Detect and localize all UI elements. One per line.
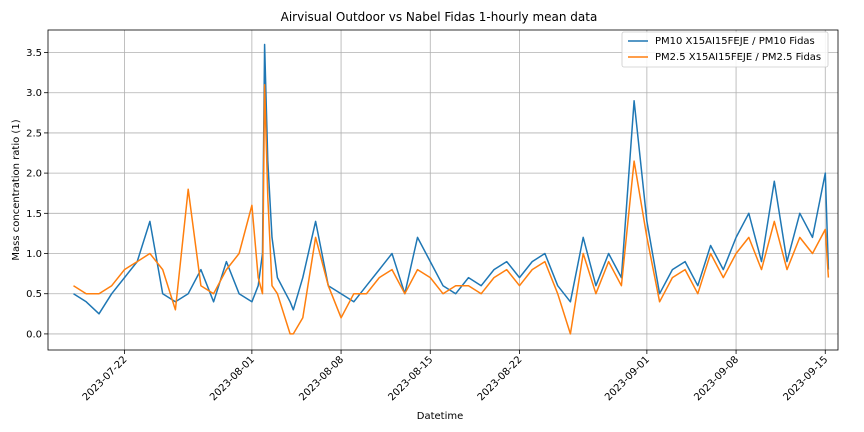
- legend: PM10 X15AI15FEJE / PM10 Fidas PM2.5 X15A…: [621, 31, 829, 68]
- legend-label-pm10: PM10 X15AI15FEJE / PM10 Fidas: [655, 36, 815, 47]
- legend-box: [621, 31, 829, 68]
- y-tick-label: 2.5: [26, 128, 42, 139]
- x-tick-label: 2023-08-01: [208, 354, 257, 403]
- y-axis: 0.0 0.5 1.0 1.5 2.0 2.5 3.0 3.5: [26, 48, 48, 340]
- series-line-pm10: [73, 43, 830, 315]
- chart-title: Airvisual Outdoor vs Nabel Fidas 1-hourl…: [281, 10, 598, 24]
- y-tick-label: 3.5: [26, 48, 42, 59]
- x-axis-label: Datetime: [417, 411, 464, 422]
- y-tick-label: 1.5: [26, 209, 42, 220]
- x-tick-label: 2023-07-22: [81, 354, 130, 403]
- legend-label-pm25: PM2.5 X15AI15FEJE / PM2.5 Fidas: [655, 52, 821, 63]
- y-tick-label: 0.5: [26, 289, 42, 300]
- x-tick-label: 2023-09-01: [603, 354, 652, 403]
- series-line-pm25: [73, 83, 830, 335]
- y-tick-label: 0.0: [26, 329, 42, 340]
- plot-frame: [47, 29, 839, 351]
- y-tick-label: 1.0: [26, 249, 42, 260]
- grid: [48, 30, 838, 350]
- y-axis-label: Mass concentration ratio (1): [11, 119, 22, 260]
- x-tick-label: 2023-08-08: [297, 354, 346, 403]
- x-tick-label: 2023-09-08: [692, 354, 741, 403]
- x-tick-label: 2023-08-15: [387, 354, 436, 403]
- y-tick-label: 3.0: [26, 88, 42, 99]
- x-tick-label: 2023-09-15: [782, 354, 831, 403]
- series-lines: [73, 43, 830, 335]
- x-tick-label: 2023-08-22: [476, 354, 525, 403]
- y-tick-label: 2.0: [26, 169, 42, 180]
- x-axis: 2023-07-22 2023-08-01 2023-08-08 2023-08-15…: [81, 350, 831, 403]
